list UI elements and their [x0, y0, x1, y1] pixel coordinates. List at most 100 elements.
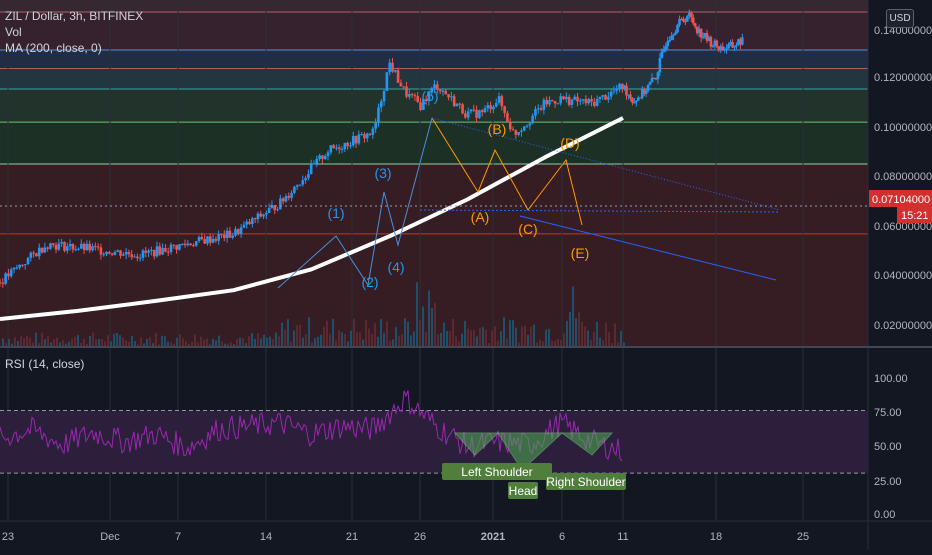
- volume-bar: [482, 327, 484, 346]
- volume-bar: [203, 339, 205, 346]
- candle-body: [695, 26, 699, 34]
- volume-bar: [41, 332, 43, 346]
- candle-body: [489, 105, 492, 110]
- candle-body: [719, 46, 723, 50]
- candle-body: [265, 212, 268, 215]
- symbol-legend[interactable]: ZIL / Dollar, 3h, BITFINEX: [5, 9, 144, 23]
- candle-body: [0, 282, 2, 284]
- candle-body: [450, 96, 453, 98]
- candle-body: [301, 180, 305, 185]
- candle-body: [739, 39, 742, 45]
- volume-bar: [89, 336, 91, 346]
- candle-body: [587, 99, 591, 104]
- wave-label: (2): [361, 274, 378, 290]
- volume-bar: [416, 282, 418, 346]
- candle-body: [536, 108, 540, 110]
- candle-body: [259, 213, 263, 217]
- candle-body: [290, 192, 293, 198]
- candle-body: [559, 96, 562, 104]
- candle-body: [721, 46, 725, 51]
- wave-label: (1): [327, 205, 344, 221]
- volume-bar: [527, 334, 529, 346]
- volume-bar: [77, 335, 79, 346]
- candle-body: [494, 102, 498, 107]
- volume-bar: [452, 319, 454, 346]
- volume-bar: [623, 342, 625, 346]
- candle-body: [444, 90, 448, 95]
- volume-bar: [500, 331, 502, 346]
- candle-body: [715, 40, 719, 47]
- volume-bar: [458, 341, 460, 346]
- candle-body: [670, 35, 673, 40]
- time-tick-label: 11: [617, 531, 628, 543]
- volume-bar: [5, 343, 7, 346]
- candle-body: [354, 135, 358, 144]
- volume-legend[interactable]: Vol: [5, 25, 22, 39]
- volume-bar: [164, 336, 166, 346]
- time-tick-label: 14: [260, 531, 272, 543]
- volume-bar: [176, 337, 178, 346]
- volume-bar: [14, 337, 16, 346]
- volume-bar: [518, 342, 520, 346]
- volume-bar: [554, 340, 556, 346]
- candle-body: [15, 267, 19, 269]
- volume-bar: [473, 329, 475, 346]
- candle-body: [9, 269, 13, 277]
- volume-bar: [62, 340, 64, 346]
- candle-body: [570, 99, 574, 105]
- candle-body: [660, 51, 664, 59]
- candle-body: [542, 99, 546, 110]
- candle-body: [475, 109, 478, 118]
- volume-bar: [332, 318, 334, 346]
- wave-label: (C): [518, 221, 537, 237]
- wave-label: (A): [471, 209, 490, 225]
- time-axis: 23 Dec 7 14 21 26 2021 6 11 18 25: [0, 520, 932, 543]
- volume-bar: [437, 334, 439, 346]
- candle-body: [664, 46, 668, 50]
- candle-body: [676, 24, 679, 33]
- candle-body: [433, 84, 436, 89]
- currency-button[interactable]: USD: [886, 9, 914, 28]
- price-candles: [0, 9, 744, 288]
- candle-body: [668, 39, 671, 42]
- candle-body: [281, 198, 285, 202]
- volume-bar: [548, 328, 550, 346]
- rsi-legend[interactable]: RSI (14, close): [5, 357, 85, 371]
- candle-body: [461, 104, 464, 114]
- volume-bar: [566, 320, 568, 346]
- candle-body: [424, 99, 428, 102]
- candle-body: [40, 247, 44, 253]
- candle-body: [562, 96, 565, 100]
- volume-bar: [188, 343, 190, 346]
- volume-bar: [347, 341, 349, 346]
- time-tick-label: 2021: [481, 531, 505, 543]
- candle-body: [612, 90, 616, 92]
- candle-body: [650, 77, 654, 82]
- candle-body: [615, 89, 619, 91]
- volume-bar: [92, 332, 94, 346]
- candle-body: [511, 129, 515, 131]
- volume-bar: [194, 334, 196, 346]
- candle-body: [419, 102, 422, 110]
- volume-bar: [248, 336, 250, 346]
- candle-body: [725, 48, 728, 50]
- ma-legend[interactable]: MA (200, close, 0): [5, 41, 102, 55]
- candle-body: [270, 205, 274, 208]
- candle-body: [595, 99, 599, 106]
- candle-body: [422, 99, 425, 110]
- candle-body: [593, 101, 596, 106]
- candle-body: [211, 238, 215, 243]
- candle-body: [102, 254, 106, 256]
- pattern-label: Left Shoulder: [461, 465, 532, 479]
- candle-body: [525, 125, 529, 127]
- candle-body: [119, 250, 122, 256]
- volume-bar: [413, 331, 415, 346]
- left-shoulder-shape: [453, 432, 500, 456]
- volume-bar: [497, 340, 499, 346]
- volume-bar: [230, 342, 232, 346]
- candle-body: [57, 243, 61, 250]
- candle-body: [441, 90, 445, 92]
- volume-bar: [455, 336, 457, 346]
